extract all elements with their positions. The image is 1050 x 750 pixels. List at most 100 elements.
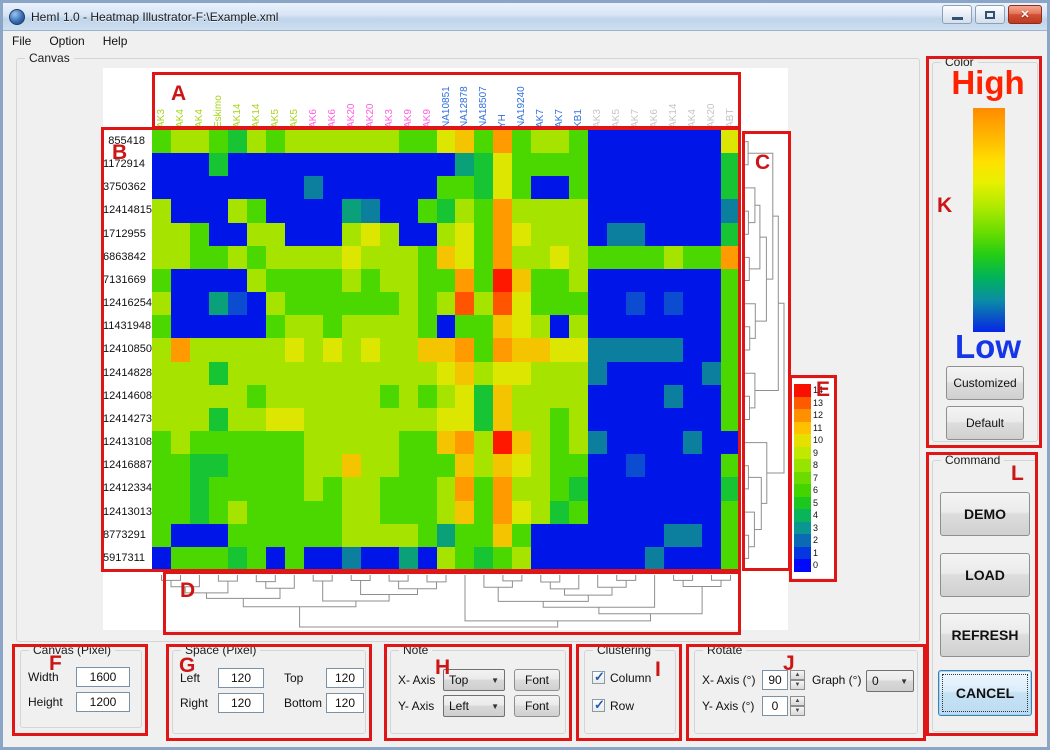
- heatmap-cell: [588, 477, 608, 501]
- heatmap-cell: [265, 477, 285, 501]
- maximize-button[interactable]: [975, 5, 1005, 24]
- space-left-input[interactable]: [218, 668, 264, 688]
- heatmap-cell: [512, 153, 532, 177]
- legend-value: 0: [813, 560, 819, 571]
- spin-up-icon[interactable]: ▲: [790, 670, 805, 680]
- minimize-button[interactable]: [942, 5, 972, 24]
- heatmap-cell: [246, 199, 266, 223]
- heatmap-cell: [208, 384, 228, 408]
- menu-option[interactable]: Option: [49, 34, 85, 48]
- heatmap-cell: [569, 268, 589, 293]
- spin-down-icon[interactable]: ▼: [790, 680, 805, 690]
- heatmap-cell: [436, 245, 456, 269]
- space-bottom-input[interactable]: [326, 693, 364, 713]
- titlebar[interactable]: HemI 1.0 - Heatmap Illustrator-F:\Exampl…: [3, 3, 1047, 31]
- heatmap-cell: [341, 292, 361, 316]
- heatmap-cell: [170, 431, 190, 455]
- heatmap-cell: [227, 268, 247, 293]
- default-button[interactable]: Default: [946, 406, 1024, 440]
- canvas-groupbox: Canvas: [16, 51, 920, 642]
- heatmap-cell: [379, 130, 399, 154]
- heatmap-cell: [550, 199, 570, 223]
- row-label: 12414815: [103, 204, 152, 217]
- heatmap-cell: [683, 361, 703, 385]
- demo-button[interactable]: DEMO: [940, 492, 1030, 536]
- heatmap-cell: [417, 454, 437, 478]
- column-checkbox[interactable]: [592, 669, 605, 685]
- heatmap-cell: [626, 199, 646, 223]
- heatmap-cell: [152, 546, 171, 570]
- close-button[interactable]: ✕: [1008, 5, 1042, 24]
- heatmap-cell: [664, 454, 684, 478]
- heatmap-cell: [170, 245, 190, 269]
- heatmap-cell: [398, 268, 418, 293]
- heatmap-cell: [550, 407, 570, 432]
- heatmap-cell: [607, 130, 627, 154]
- y-axis-position-select[interactable]: Left ▼: [443, 695, 505, 717]
- heatmap-cell: [474, 384, 494, 408]
- heatmap-cell: [664, 523, 684, 547]
- heatmap-cell: [607, 268, 627, 293]
- heatmap-cell: [398, 153, 418, 177]
- heatmap-cell: [702, 338, 722, 362]
- heatmap-cell: [379, 245, 399, 269]
- row-label: 12413108: [103, 436, 152, 449]
- heatmap-cell: [152, 130, 171, 154]
- heatmap-cell: [512, 176, 532, 200]
- heatmap-cell: [588, 153, 608, 177]
- chevron-down-icon: ▼: [491, 701, 499, 711]
- heatmap-cell: [246, 407, 266, 432]
- column-label: AK7: [554, 109, 566, 128]
- heatmap-cell: [189, 222, 209, 246]
- heatmap-cell: [455, 268, 475, 293]
- heatmap-cell: [455, 407, 475, 432]
- spin-down-icon[interactable]: ▼: [790, 706, 805, 716]
- rotate-graph-label: Graph (°): [812, 673, 862, 687]
- legend-value: 4: [813, 510, 819, 521]
- heatmap-cell: [512, 130, 532, 154]
- heatmap-cell: [227, 292, 247, 316]
- space-top-input[interactable]: [326, 668, 364, 688]
- menu-help[interactable]: Help: [102, 34, 128, 48]
- x-axis-font-button[interactable]: Font: [514, 669, 560, 691]
- heatmap-cell: [265, 500, 285, 524]
- heatmap-cell: [379, 454, 399, 478]
- load-button[interactable]: LOAD: [940, 553, 1030, 597]
- heatmap-cell: [360, 407, 380, 432]
- rotate-y-axis-input[interactable]: [762, 696, 788, 716]
- legend-block: [794, 471, 811, 485]
- row-checkbox[interactable]: [592, 697, 605, 713]
- heatmap-cell: [569, 523, 589, 547]
- x-axis-position-select[interactable]: Top ▼: [443, 669, 505, 691]
- rotate-x-axis-stepper[interactable]: ▲ ▼: [790, 670, 805, 690]
- rotate-graph-select[interactable]: 0 ▼: [866, 670, 914, 692]
- heatmap-cell: [721, 130, 740, 154]
- heatmap-cell: [170, 407, 190, 432]
- heatmap-cell: [246, 153, 266, 177]
- heatmap-cell: [189, 153, 209, 177]
- column-label: AK7: [535, 109, 547, 128]
- spin-up-icon[interactable]: ▲: [790, 696, 805, 706]
- heatmap-cell: [341, 523, 361, 547]
- heatmap-cell: [702, 546, 722, 570]
- width-input[interactable]: [76, 667, 130, 687]
- customized-button[interactable]: Customized: [946, 366, 1024, 400]
- heatmap-cell: [360, 245, 380, 269]
- refresh-button[interactable]: REFRESH: [940, 613, 1030, 657]
- rotate-x-axis-input[interactable]: [762, 670, 788, 690]
- heatmap-cell: [626, 338, 646, 362]
- space-right-input[interactable]: [218, 693, 264, 713]
- rotate-y-axis-stepper[interactable]: ▲ ▼: [790, 696, 805, 716]
- legend-value: 2: [813, 535, 819, 546]
- y-axis-font-button[interactable]: Font: [514, 695, 560, 717]
- heatmap-cell: [664, 292, 684, 316]
- cancel-button[interactable]: CANCEL: [938, 670, 1032, 716]
- menu-file[interactable]: File: [12, 34, 32, 48]
- heatmap-cell: [474, 477, 494, 501]
- heatmap-cell: [379, 153, 399, 177]
- heatmap-cell: [474, 222, 494, 246]
- height-input[interactable]: [76, 692, 130, 712]
- heatmap-cell: [398, 477, 418, 501]
- row-label: 12414273: [103, 412, 152, 425]
- heatmap-cell: [152, 361, 171, 385]
